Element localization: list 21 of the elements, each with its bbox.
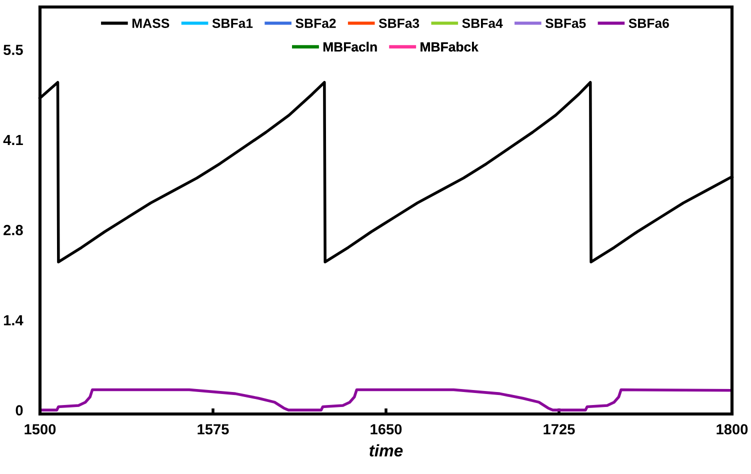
x-axis-title: time	[370, 444, 403, 457]
x-tick-label: 1500	[24, 424, 56, 434]
y-tick-label: 5.5	[4, 44, 23, 56]
legend-label: SBFa6	[628, 18, 669, 28]
x-tick-label: 1650	[370, 424, 402, 434]
x-tick-label: 1575	[198, 424, 229, 434]
legend-label: SBFa4	[462, 18, 503, 28]
x-tick-label: 1800	[716, 424, 748, 434]
y-tick-label: 1.4	[4, 315, 24, 326]
legend-label: SBFa2	[296, 18, 336, 28]
legend-label: MBFacln	[323, 42, 377, 52]
legend-label: SBFa1	[212, 18, 253, 28]
legend-label: SBFa5	[545, 18, 586, 28]
y-tick-label: 2.8	[4, 224, 23, 236]
x-tick-label: 1725	[544, 424, 575, 434]
y-tick-label: 4.1	[3, 134, 23, 145]
line-series	[38, 388, 734, 412]
legend-label: SBFa3	[378, 18, 420, 28]
legend-label: MBFabck	[420, 42, 478, 52]
legend-label: MASS	[132, 18, 170, 28]
y-tick-label: 0	[16, 405, 23, 416]
